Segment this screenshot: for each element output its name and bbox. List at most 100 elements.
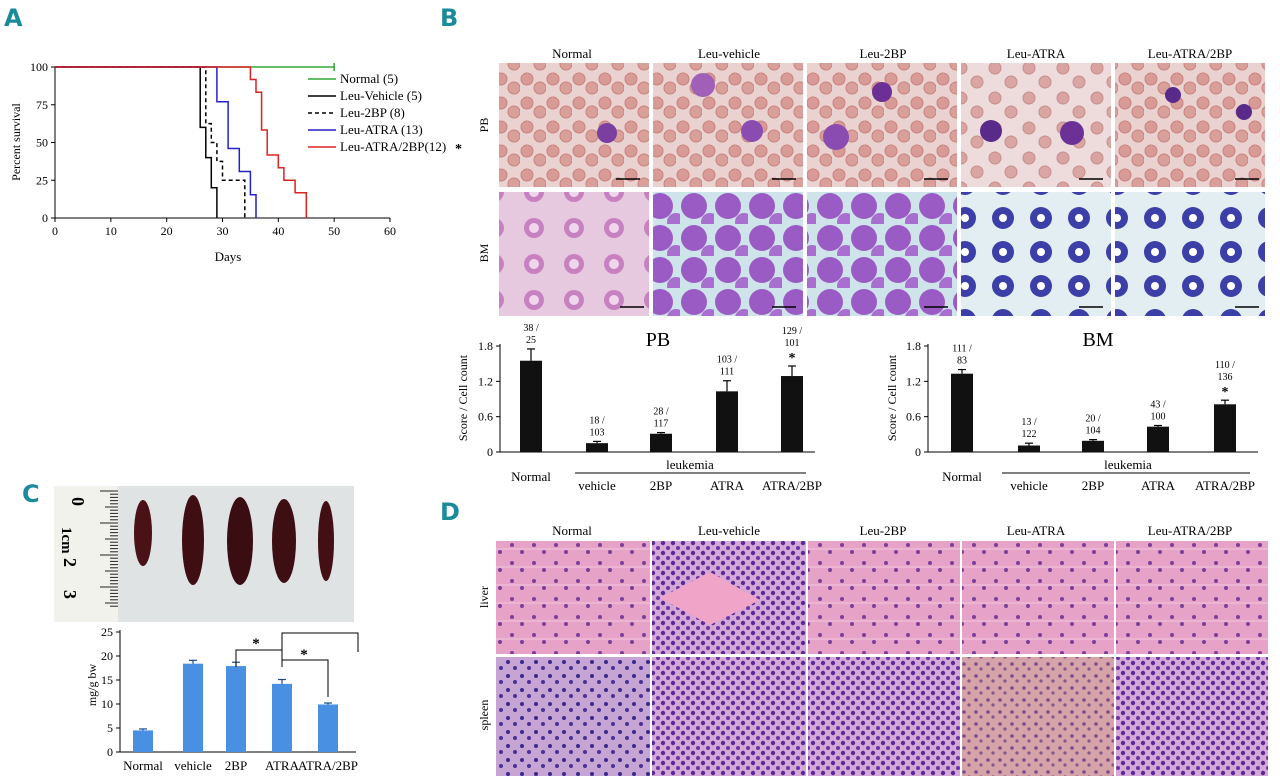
survival-x-label: Days — [215, 249, 242, 264]
micrograph-pb-leu-vehicle — [653, 63, 803, 187]
histology-liver-normal — [496, 541, 650, 654]
pb-category-label: ATRA/2BP — [762, 478, 822, 493]
micrograph-cell — [1236, 104, 1252, 120]
micrograph-cell — [741, 120, 763, 142]
spleen-2bp — [227, 497, 253, 585]
pb-y-tick-label: 0.6 — [478, 410, 493, 424]
survival-y-tick-label: 0 — [42, 211, 48, 225]
bm-leukemia-label: leukemia — [1104, 457, 1152, 472]
spleen-category-label: vehicle — [174, 758, 212, 773]
bm-bar — [1018, 445, 1040, 452]
spleen-bar — [133, 730, 153, 752]
spleen-category-label: Normal — [123, 758, 163, 773]
histology-row-spleen: spleen — [477, 700, 491, 731]
pb-bar — [716, 391, 738, 452]
pb-data-label: 111 — [720, 367, 734, 378]
survival-legend: Normal (5) Leu-Vehicle (5) Leu-2BP (8) L… — [308, 71, 462, 157]
pb-category-label: 2BP — [650, 478, 672, 493]
spleen-bar — [318, 704, 338, 752]
pb-bar — [781, 376, 803, 452]
ruler-ticks — [100, 490, 118, 607]
bm-ticks: 0 0.6 1.2 1.8 — [906, 339, 928, 459]
spleen-y-tick-label: 10 — [101, 697, 113, 711]
micrograph-cell — [1060, 121, 1084, 145]
panel-d-histology: Normal Leu-vehicle Leu-2BP Leu-ATRA Leu-… — [477, 523, 1268, 776]
panel-b-micrographs: Normal Leu-vehicle Leu-2BP Leu-ATRA Leu-… — [477, 46, 1265, 316]
histology-liver-leu-2bp — [808, 541, 960, 654]
row-label-bm: BM — [477, 243, 491, 262]
bm-data-label: 100 — [1151, 412, 1166, 423]
pb-bar — [586, 443, 608, 452]
bm-y-tick-label: 0 — [915, 445, 921, 459]
bm-data-label: 111 / — [952, 344, 972, 355]
spleen-y-tick-label: 25 — [101, 625, 113, 639]
pb-leukemia-label: leukemia — [666, 457, 714, 472]
spleen-category-label: ATRA — [265, 758, 300, 773]
histology-col-leu-atra-2bp: Leu-ATRA/2BP — [1148, 523, 1233, 538]
pb-data-label: 18 / — [589, 415, 605, 426]
histology-col-leu-vehicle: Leu-vehicle — [698, 523, 760, 538]
legend-atra-2bp: Leu-ATRA/2BP(12) — [340, 139, 446, 154]
pb-category-label: ATRA — [710, 478, 745, 493]
micrograph-cell — [980, 120, 1002, 142]
panel-c-letter: C — [22, 480, 40, 508]
col-label-leu-2bp: Leu-2BP — [860, 46, 907, 61]
micrograph-pb-normal — [499, 63, 649, 187]
panel-b-letter: B — [440, 4, 458, 32]
legend-2bp: Leu-2BP (8) — [340, 105, 405, 120]
legend-vehicle: Leu-Vehicle (5) — [340, 88, 422, 103]
pb-category-label: Normal — [511, 469, 551, 484]
micrograph-cell — [691, 73, 715, 97]
bracket-atra-outer — [281, 632, 359, 658]
col-label-leu-atra: Leu-ATRA — [1007, 46, 1066, 61]
col-label-normal: Normal — [552, 46, 592, 61]
ruler-label-2: 2 — [60, 558, 80, 567]
spleen-y-tick-label: 20 — [101, 649, 113, 663]
survival-y-tick-label: 75 — [36, 98, 48, 112]
bm-data-label: 136 — [1218, 372, 1233, 383]
bm-data-label: 43 / — [1150, 400, 1166, 411]
spleen-y-tick-label: 0 — [107, 745, 113, 759]
bm-category-label: ATRA — [1141, 478, 1176, 493]
spleen-normal — [134, 500, 152, 566]
micrograph-cell — [872, 82, 892, 102]
micrograph-bm-leu-atra — [961, 192, 1111, 316]
pb-bar — [520, 360, 542, 452]
bm-data-label: 104 — [1086, 426, 1101, 437]
spleen-bars: Normal vehicle 2BP ATRA ATRA/2BP — [123, 659, 358, 773]
ruler — [54, 486, 118, 622]
histology-row-liver: liver — [477, 586, 491, 608]
bm-bar — [1147, 426, 1169, 452]
survival-x-tick-label: 0 — [52, 224, 58, 238]
ruler-label-0: 0 — [68, 497, 88, 506]
ruler-label-3: 3 — [60, 590, 80, 599]
micrograph-cell — [823, 124, 849, 150]
bm-significance-mark: * — [1222, 385, 1229, 400]
bm-category-label: Normal — [942, 469, 982, 484]
survival-x-tick-label: 20 — [161, 224, 173, 238]
col-label-leu-vehicle: Leu-vehicle — [698, 46, 760, 61]
pb-category-label: vehicle — [578, 478, 616, 493]
spleen-bar — [272, 683, 292, 752]
spleen-bar — [183, 663, 203, 752]
spleen-y-tick-label: 15 — [101, 673, 113, 687]
pb-bar — [650, 433, 672, 452]
scale-bars — [616, 178, 1259, 308]
survival-line-vehicle — [55, 66, 218, 218]
bm-bar — [1214, 404, 1236, 452]
bracket-atra-atra2bp — [282, 659, 329, 697]
survival-chart: 0 10 20 30 40 50 60 0 25 50 75 100 Days Percent sur… — [9, 60, 462, 264]
legend-significance-mark: * — [455, 142, 462, 157]
histology-liver-leu-atra-2bp — [1116, 541, 1268, 654]
spleen-atra — [272, 499, 296, 583]
survival-y-tick-label: 100 — [30, 60, 48, 74]
survival-y-tick-label: 25 — [36, 173, 48, 187]
micrograph-bm-normal — [499, 192, 649, 316]
pb-data-label: 103 / — [717, 355, 738, 366]
histology-vessel — [660, 572, 760, 625]
